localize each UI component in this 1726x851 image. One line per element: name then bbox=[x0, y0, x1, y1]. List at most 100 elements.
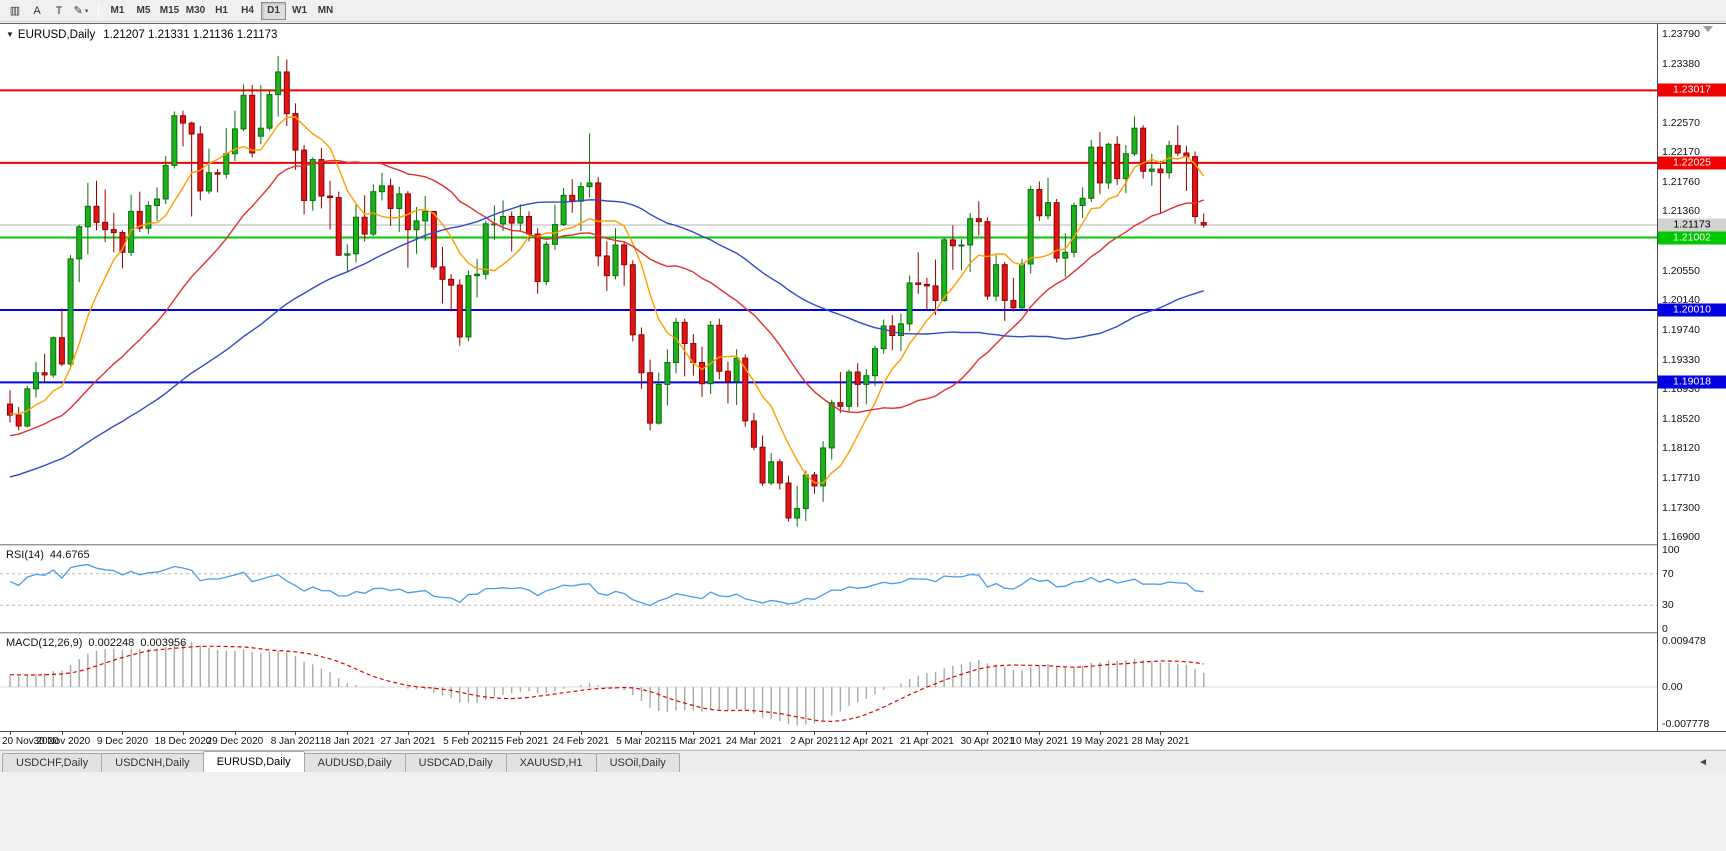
time-axis-tick bbox=[10, 732, 11, 735]
price-level-badge: 1.20010 bbox=[1658, 303, 1726, 317]
macd-signal-value: 0.003956 bbox=[140, 637, 187, 649]
time-axis-tick bbox=[580, 732, 582, 735]
chart-tab-USDCAD[interactable]: USDCAD,Daily bbox=[404, 753, 507, 772]
time-axis-tick bbox=[183, 732, 184, 735]
time-axis-tick bbox=[866, 732, 868, 735]
collapse-arrow-icon[interactable]: ▼ bbox=[6, 30, 14, 39]
rsi-axis-label: 30 bbox=[1662, 599, 1674, 612]
tab-scroll-left-icon[interactable]: ◄ bbox=[1698, 757, 1708, 768]
time-axis-tick bbox=[926, 732, 928, 735]
chart-window-icon[interactable]: ▥ bbox=[9, 5, 21, 17]
time-axis-tick bbox=[1099, 732, 1101, 735]
panel-divider[interactable] bbox=[0, 544, 1726, 546]
current-price-badge: 1.21173 bbox=[1658, 218, 1726, 232]
rsi-name: RSI(14) bbox=[6, 549, 44, 561]
price-level-badge: 1.21002 bbox=[1658, 231, 1726, 245]
date-axis-label: 29 Dec 2020 bbox=[206, 736, 264, 747]
toolbar-separator bbox=[98, 3, 99, 18]
chart-tab-EURUSD[interactable]: EURUSD,Daily bbox=[202, 751, 305, 772]
chart-window: ▼ EURUSD,Daily 1.21207 1.21331 1.21136 1.2… bbox=[0, 23, 1726, 749]
date-axis-label: 10 May 2021 bbox=[1010, 736, 1069, 747]
time-axis: 20 Nov 2020 30 Nov 2020 9 Dec 2020 18 Dec 2… bbox=[0, 731, 1726, 749]
time-axis-tick bbox=[1160, 732, 1162, 735]
date-axis-label: 24 Feb 2021 bbox=[552, 736, 609, 747]
date-axis-label: 15 Mar 2021 bbox=[665, 736, 722, 747]
chart-tab-XAUUSD[interactable]: XAUUSD,H1 bbox=[505, 753, 597, 772]
date-axis-label: 21 Apr 2021 bbox=[899, 736, 954, 747]
timeframe-button-M15[interactable]: M15 bbox=[159, 5, 180, 16]
text-tool-icon[interactable]: T bbox=[55, 4, 63, 17]
time-axis-tick bbox=[61, 732, 63, 735]
date-axis-label: 30 Nov 2020 bbox=[33, 736, 91, 747]
time-axis-tick bbox=[407, 732, 409, 735]
toolbar: ▥ A T ✎ ▾ M1 M5 M15 M30 H1 H4 D1 W1 MN bbox=[0, 0, 1726, 22]
timeframe-button-M5[interactable]: M5 bbox=[136, 5, 151, 16]
price-axis-label: 1.18120 bbox=[1662, 441, 1700, 454]
time-axis-tick bbox=[987, 732, 989, 735]
candlestick-chart[interactable] bbox=[0, 24, 1657, 544]
chart-symbol-label: EURUSD,Daily bbox=[17, 29, 96, 41]
price-axis-label: 1.19740 bbox=[1662, 323, 1700, 336]
drawing-tool-icon[interactable]: ✎ ▾ bbox=[73, 5, 89, 17]
price-level-badge: 1.19018 bbox=[1658, 375, 1726, 389]
time-axis-tick bbox=[295, 732, 297, 735]
date-axis-label: 20 Nov 2020 bbox=[2, 736, 59, 747]
time-axis-tick bbox=[693, 732, 695, 735]
chart-tab-USDCHF[interactable]: USDCHF,Daily bbox=[2, 753, 103, 772]
date-axis-label: 2 Apr 2021 bbox=[790, 736, 839, 747]
macd-axis-label: 0.009478 bbox=[1662, 635, 1706, 648]
timeframe-button-H1[interactable]: H1 bbox=[215, 5, 228, 16]
date-axis-label: 12 Apr 2021 bbox=[839, 736, 894, 747]
rsi-value: 44.6765 bbox=[49, 549, 90, 561]
timeframe-toolbar: M1 M5 M15 M30 H1 H4 D1 W1 MN bbox=[105, 1, 338, 20]
chart-tab-USOil[interactable]: USOil,Daily bbox=[595, 753, 680, 772]
timeframe-button-H4[interactable]: H4 bbox=[241, 5, 254, 16]
chart-tab-AUDUSD[interactable]: AUDUSD,Daily bbox=[303, 753, 406, 772]
price-axis-label: 1.23790 bbox=[1662, 28, 1700, 40]
rsi-axis-label: 70 bbox=[1662, 567, 1674, 580]
price-level-badge: 1.22025 bbox=[1658, 156, 1726, 170]
time-axis-tick bbox=[234, 732, 236, 735]
chart-shift-marker-icon[interactable] bbox=[1703, 26, 1713, 32]
time-axis-tick bbox=[122, 732, 124, 735]
date-axis-label: 19 May 2021 bbox=[1070, 736, 1129, 747]
time-axis-tick bbox=[1039, 732, 1041, 735]
date-axis-label: 8 Jan 2021 bbox=[270, 736, 321, 747]
chart-tab-USDCNH[interactable]: USDCNH,Daily bbox=[101, 753, 204, 772]
price-axis-label: 1.19330 bbox=[1662, 353, 1700, 366]
timeframe-button-M30[interactable]: M30 bbox=[185, 5, 206, 16]
panel-divider[interactable] bbox=[0, 632, 1726, 634]
time-axis-tick bbox=[753, 732, 755, 735]
price-axis: 1.237901.233801.229801.225701.221701.217… bbox=[1657, 24, 1726, 731]
time-axis-tick bbox=[347, 732, 349, 735]
rsi-label: RSI(14) 44.6765 bbox=[6, 549, 90, 561]
chart-tabs: USDCHF,Daily USDCNH,Daily EURUSD,Daily AUDU… bbox=[2, 751, 680, 772]
macd-axis-label: 0.00 bbox=[1662, 681, 1683, 693]
price-level-badge: 1.23017 bbox=[1658, 83, 1726, 97]
date-axis-label: 27 Jan 2021 bbox=[380, 736, 436, 747]
date-axis-label: 5 Feb 2021 bbox=[443, 736, 494, 747]
macd-label: MACD(12,26,9) 0.002248 0.003956 bbox=[6, 637, 186, 649]
date-axis-label: 24 Mar 2021 bbox=[725, 736, 782, 747]
time-axis-tick bbox=[520, 732, 522, 735]
timeframe-button-D1[interactable]: D1 bbox=[261, 1, 286, 20]
timeframe-button-W1[interactable]: W1 bbox=[292, 5, 307, 16]
date-axis-label: 18 Jan 2021 bbox=[319, 736, 375, 747]
date-axis-label: 9 Dec 2020 bbox=[96, 736, 149, 747]
price-axis-label: 1.21360 bbox=[1662, 205, 1700, 218]
rsi-axis-label: 100 bbox=[1662, 544, 1680, 556]
price-axis-label: 1.18520 bbox=[1662, 412, 1700, 425]
date-axis-label: 5 Mar 2021 bbox=[616, 736, 667, 747]
rsi-plot[interactable] bbox=[0, 546, 1657, 631]
timeframe-button-M1[interactable]: M1 bbox=[110, 5, 125, 16]
price-axis-label: 1.16900 bbox=[1662, 531, 1700, 543]
date-axis-label: 28 May 2021 bbox=[1131, 736, 1190, 747]
macd-plot[interactable] bbox=[0, 634, 1657, 728]
date-axis-label: 18 Dec 2020 bbox=[154, 736, 212, 747]
chart-tab-bar: USDCHF,Daily USDCNH,Daily EURUSD,Daily AUDU… bbox=[0, 750, 1726, 772]
price-axis-label: 1.17710 bbox=[1662, 471, 1700, 484]
price-axis-label: 1.20550 bbox=[1662, 264, 1700, 277]
timeframe-button-MN[interactable]: MN bbox=[317, 5, 334, 16]
annotation-a-icon[interactable]: A bbox=[33, 4, 41, 17]
